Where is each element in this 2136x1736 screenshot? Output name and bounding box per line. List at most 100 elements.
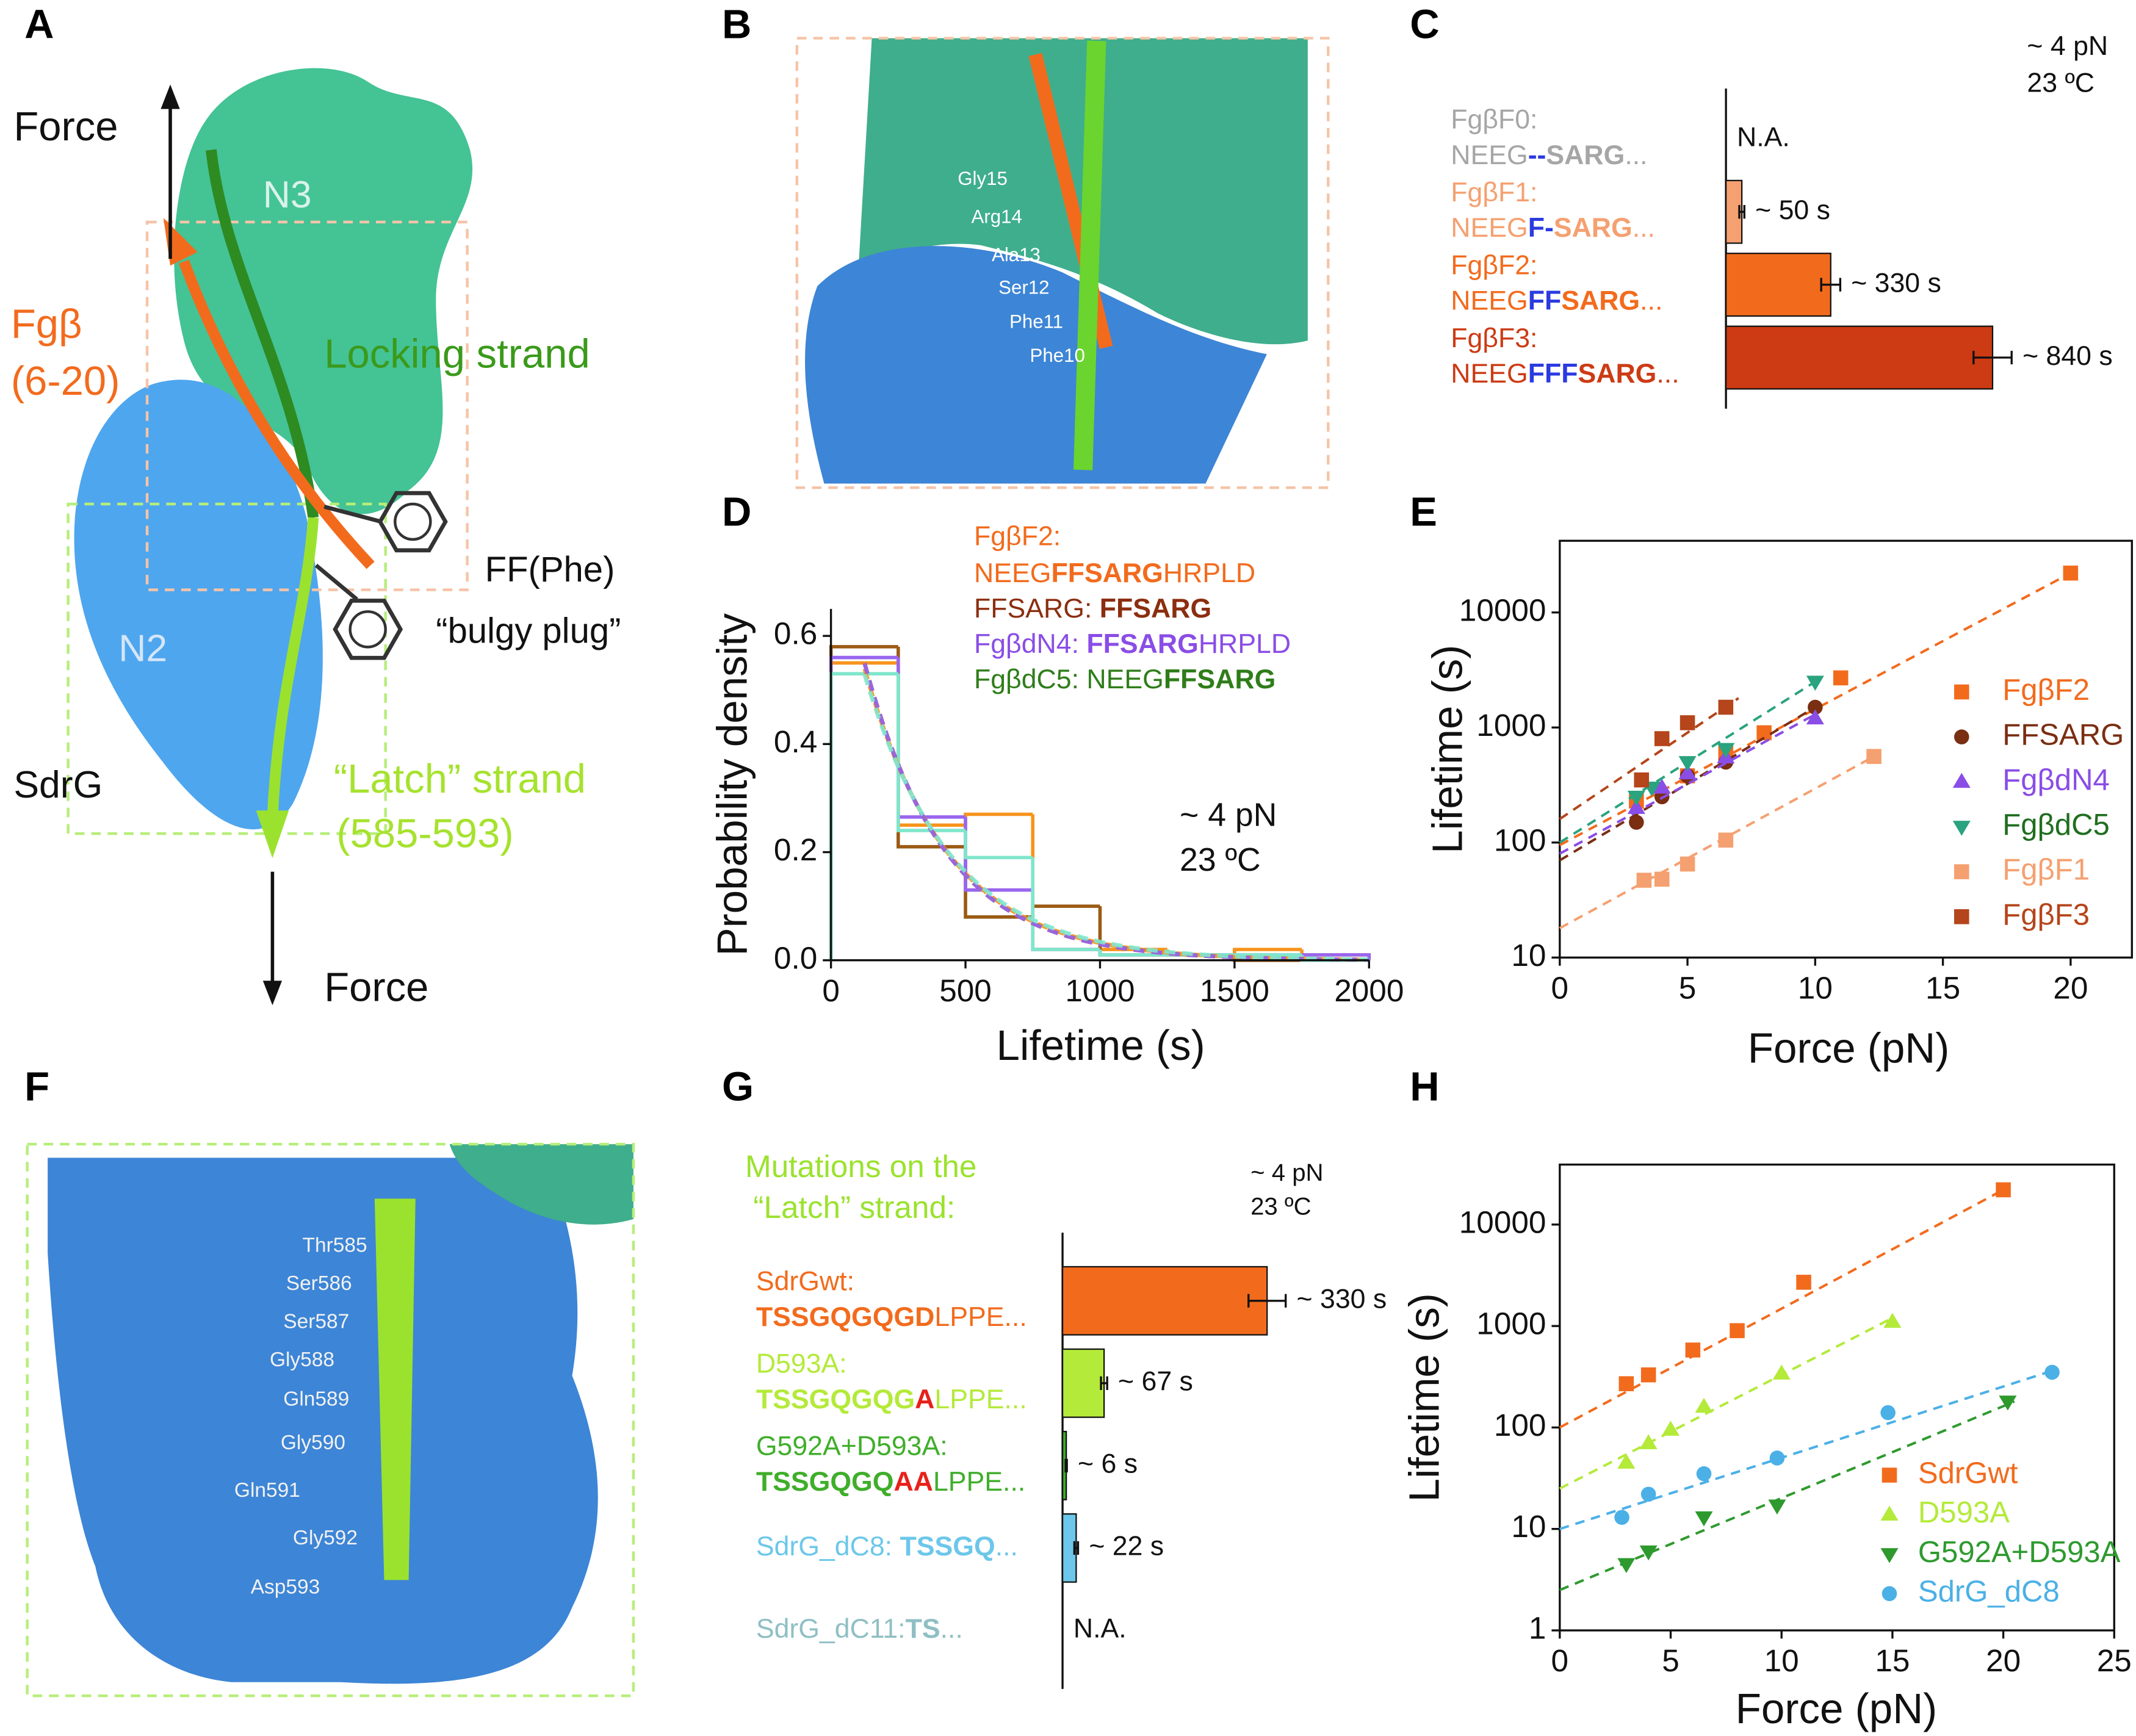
error-bar (1247, 1294, 1287, 1308)
y-tick-label: 10 (1511, 938, 1546, 973)
text-segment: FgβdN4: (974, 629, 1086, 659)
x-tick-label: 20 (2053, 970, 2088, 1005)
text-segment: LPPE... (933, 1467, 1025, 1497)
text-segment: FFSARG (1051, 558, 1163, 588)
legend-marker (1954, 909, 1969, 924)
histogram-step (1031, 857, 1100, 951)
arrow-head (262, 981, 283, 1006)
text-segment: ... (1640, 286, 1662, 315)
histogram-step (829, 661, 898, 960)
marker (1680, 856, 1695, 872)
label: “Latch” strand (334, 756, 586, 802)
histogram-step (897, 674, 966, 832)
x-axis-label: Force (pN) (1748, 1025, 1950, 1072)
marker (1866, 749, 1882, 764)
histogram-step (829, 655, 898, 960)
marker (1996, 1182, 2011, 1198)
text-segment: FgβdC5: (974, 665, 1086, 694)
error-bar (1100, 1376, 1108, 1390)
panel-letter: D (722, 489, 751, 535)
residue-label: Gln589 (283, 1388, 349, 1411)
residue-label: Gly588 (270, 1349, 334, 1371)
value-label: ~ 330 s (1851, 268, 1941, 298)
zoom-box (26, 1142, 635, 1698)
text-segment: SARG (1561, 286, 1640, 315)
label: Fgβ (11, 301, 82, 347)
category-sequence: NEEGF-SARG... (1451, 213, 1655, 243)
label: “bulgy plug” (436, 611, 621, 650)
text-segment: TSSGQGQG (756, 1385, 915, 1414)
phenyl-ring (377, 491, 448, 553)
text-segment: FFF (1528, 359, 1578, 389)
text-segment: SARG (1554, 213, 1633, 243)
legend-label: FFSARG: FFSARG (974, 594, 1211, 624)
y-tick-label: 10000 (1459, 592, 1546, 627)
x-tick-label: 1500 (1200, 973, 1269, 1008)
phenyl-ring (348, 610, 387, 649)
x-tick-label: 5 (1679, 970, 1697, 1005)
histogram-step (897, 663, 966, 827)
marker (1718, 832, 1734, 848)
error-bar (1972, 350, 2013, 365)
y-tick-label: 1000 (1476, 708, 1546, 743)
category-label: SdrG_dC11:TS... (756, 1614, 963, 1644)
error-bar (1738, 205, 1745, 219)
category-sequence: TSSGQGQGDLPPE... (756, 1302, 1027, 1332)
x-tick-label: 10 (1764, 1643, 1799, 1678)
legend-label: FFSARG (2002, 719, 2124, 752)
beta-strand (374, 1198, 416, 1580)
x-tick-label: 500 (939, 973, 992, 1008)
text-segment: NEEG (1086, 665, 1163, 694)
legend-label: FgβF3 (2002, 898, 2090, 931)
marker (2044, 1364, 2060, 1380)
bar (1725, 179, 1743, 244)
fit-curve (862, 668, 1368, 962)
x-tick-label: 0 (1551, 1643, 1569, 1678)
text-segment: FFSARG (1164, 665, 1275, 694)
y-tick-label: 1 (1529, 1611, 1546, 1646)
category-sequence: NEEGFFFSARG... (1451, 359, 1679, 389)
annotation: ~ 4 pN (1250, 1159, 1323, 1186)
label: N2 (118, 627, 167, 670)
y-tick-label: 0.0 (774, 940, 817, 975)
residue-label: Gly15 (958, 168, 1008, 189)
marker (1769, 1450, 1785, 1466)
x-tick-label: 10 (1798, 970, 1833, 1005)
residue-label: Arg14 (972, 206, 1022, 227)
histogram-step (829, 672, 898, 960)
label: N3 (263, 173, 312, 216)
category-sequence: TSSGQGQAALPPE... (756, 1467, 1025, 1497)
legend-label: D593A (1918, 1496, 2010, 1529)
phenyl-ring (333, 599, 403, 660)
value-label: ~ 6 s (1078, 1449, 1138, 1479)
marker (1772, 1364, 1791, 1380)
annotation: 23 ºC (1250, 1193, 1312, 1220)
text-segment: TS (906, 1614, 940, 1644)
text-segment: LPPE... (934, 1302, 1027, 1332)
marker (1678, 764, 1697, 780)
text-segment: TSSGQ (900, 1532, 995, 1561)
histogram-step (1031, 814, 1100, 951)
y-tick-label: 0.2 (774, 832, 817, 867)
zoom-box (795, 37, 1330, 489)
panel-a-art (67, 68, 473, 1006)
n2-surface (805, 246, 1267, 484)
bond (314, 563, 358, 601)
value-label: ~ 67 s (1118, 1367, 1193, 1397)
marker (1640, 1367, 1656, 1383)
x-tick-label: 2000 (1334, 973, 1404, 1008)
error-bar (1820, 278, 1842, 292)
plot-frame (1559, 539, 2133, 959)
zoom-box (67, 502, 387, 835)
fit-line (1559, 1317, 1893, 1490)
residue-label: Ser12 (998, 277, 1049, 298)
marker (1883, 1313, 1902, 1328)
marker (1768, 1499, 1786, 1515)
phenyl-ring (394, 502, 432, 541)
marker (1678, 756, 1697, 771)
n2-surface (48, 1158, 598, 1684)
text-segment: FFSARG: (974, 594, 1100, 624)
residue-label: Thr585 (303, 1234, 367, 1256)
text-segment: SdrG_dC11: (756, 1614, 906, 1644)
text-segment: FFSARG (1100, 594, 1211, 624)
